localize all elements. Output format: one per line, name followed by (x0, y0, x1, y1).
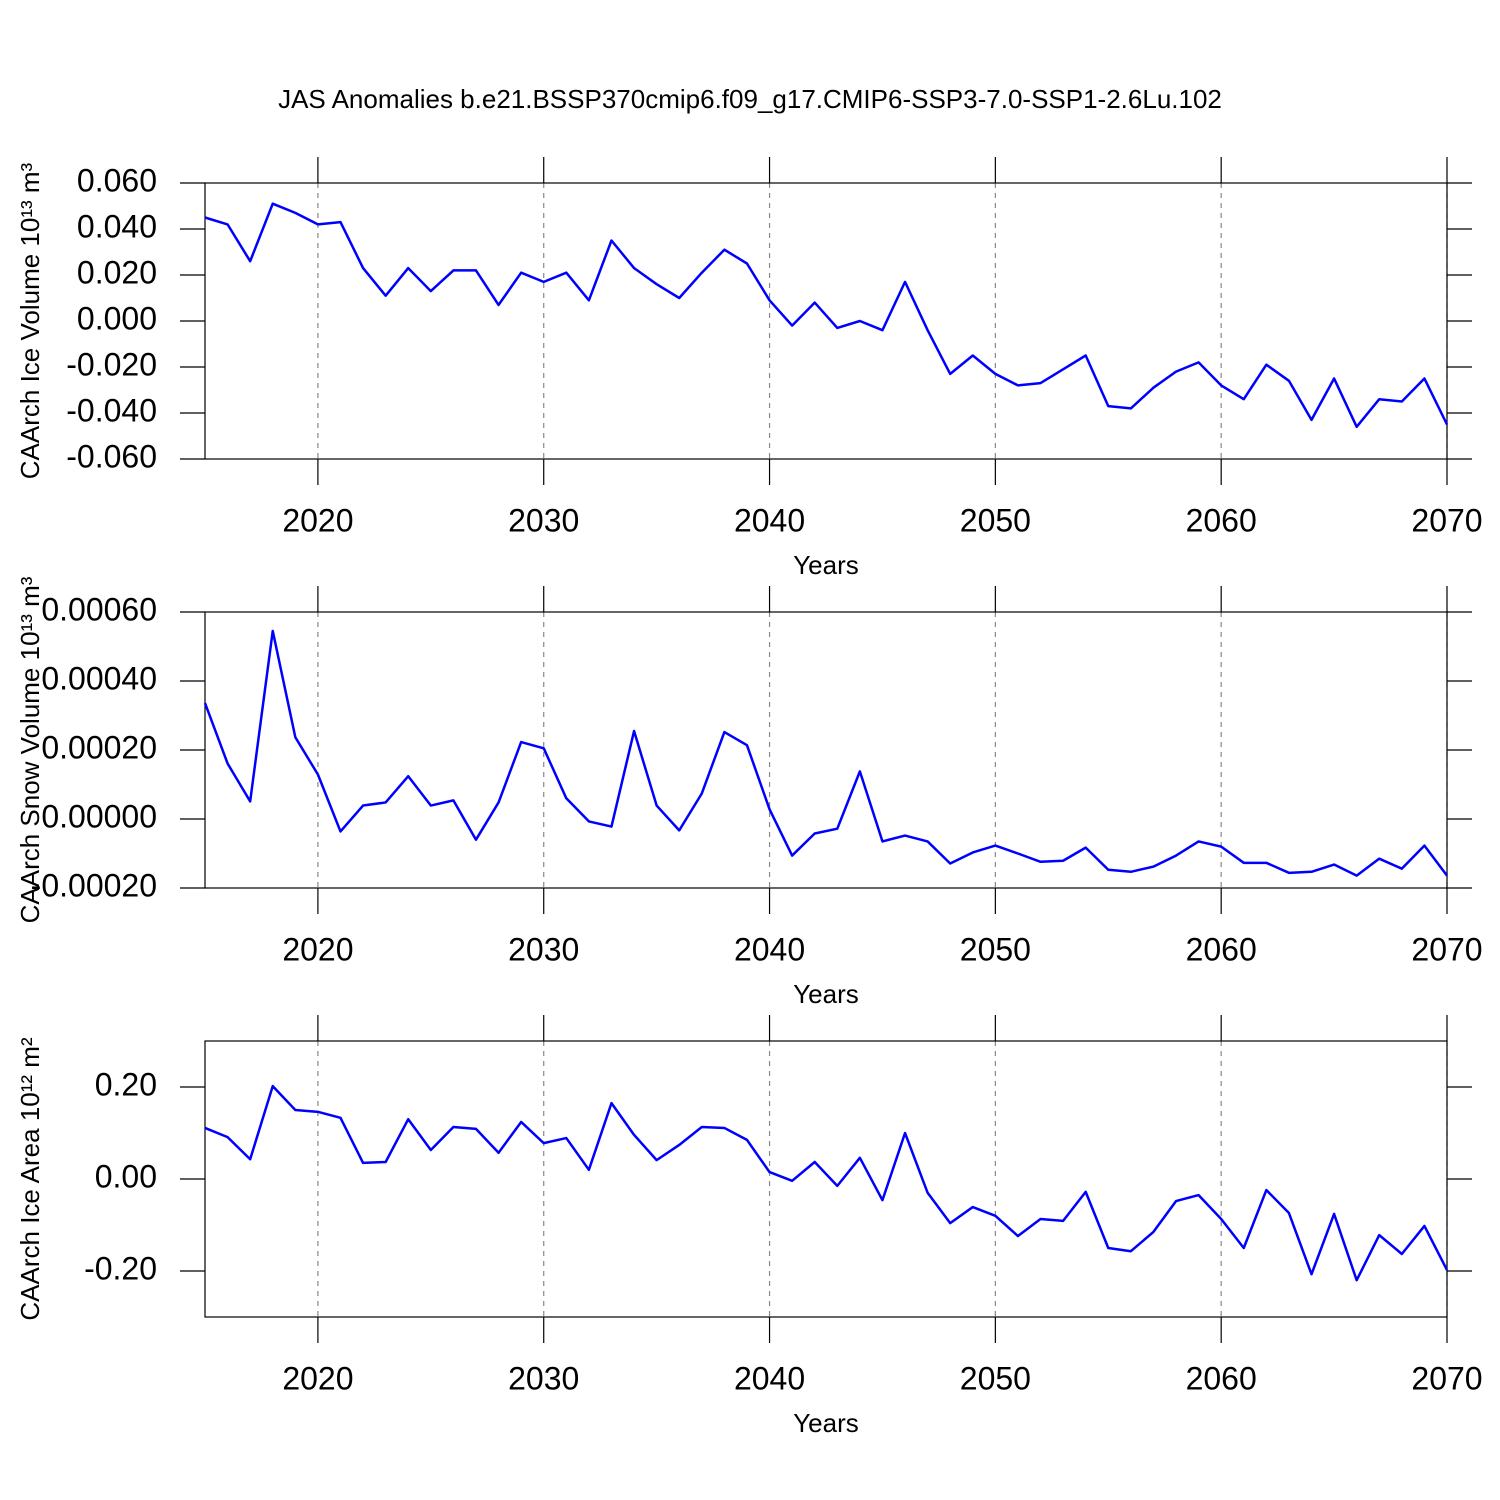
y-tick-label: -0.020 (66, 346, 157, 382)
x-axis-label: Years (793, 979, 859, 1009)
y-axis-label: CAArch Ice Area 10¹² m² (15, 1037, 45, 1321)
y-tick-label: 0.00040 (41, 660, 157, 696)
x-tick-label: 2030 (508, 1360, 579, 1396)
panel: 2020 2030 2040 2050 2060 2070 -0.00020 0.00000 0… (15, 576, 1483, 1009)
y-tick-label: -0.040 (66, 392, 157, 428)
data-line (204, 1084, 1449, 1282)
plot-frame (204, 182, 1448, 460)
plot-frame (204, 1040, 1448, 1318)
x-tick-label: 2020 (282, 931, 353, 967)
x-tick-label: 2070 (1411, 502, 1482, 538)
y-tick-label: 0.00000 (41, 798, 157, 834)
x-tick-label: 2040 (734, 1360, 805, 1396)
page-title: JAS Anomalies b.e21.BSSP370cmip6.f09_g17… (278, 84, 1222, 114)
y-tick-label: -0.20 (84, 1250, 157, 1286)
y-tick-label: 0.20 (95, 1066, 157, 1102)
x-tick-label: 2070 (1411, 1360, 1482, 1396)
x-tick-label: 2020 (282, 502, 353, 538)
x-tick-label: 2050 (960, 502, 1031, 538)
x-tick-label: 2050 (960, 1360, 1031, 1396)
y-tick-label: 0.000 (77, 300, 157, 336)
x-tick-label: 2030 (508, 931, 579, 967)
x-tick-label: 2060 (1186, 931, 1257, 967)
panel: 2020 2030 2040 2050 2060 2070 -0.060 -0.040 -0.0… (15, 157, 1483, 580)
y-tick-label: 0.00 (95, 1158, 157, 1194)
x-tick-label: 2050 (960, 931, 1031, 967)
x-tick-label: 2070 (1411, 931, 1482, 967)
y-tick-label: -0.00020 (31, 867, 157, 903)
x-tick-label: 2040 (734, 502, 805, 538)
y-tick-label: -0.060 (66, 438, 157, 474)
data-line (204, 202, 1449, 429)
y-tick-label: 0.040 (77, 208, 157, 244)
y-axis-label: CAArch Ice Volume 10¹³ m³ (15, 162, 45, 479)
y-tick-label: 0.020 (77, 254, 157, 290)
panel: 2020 2030 2040 2050 2060 2070 -0.20 0.00 0.20 Yea… (15, 1015, 1483, 1438)
x-tick-label: 2030 (508, 502, 579, 538)
data-line (203, 629, 1448, 877)
y-axis-label: CAArch Snow Volume 10¹³ m³ (15, 576, 45, 923)
x-tick-label: 2060 (1186, 502, 1257, 538)
x-tick-label: 2060 (1186, 1360, 1257, 1396)
x-axis-label: Years (793, 1408, 859, 1438)
plot-frame (204, 611, 1448, 889)
y-axis-label-clip: CAArch Snow Volume 10¹³ m³ (15, 576, 45, 923)
y-tick-label: 0.060 (77, 162, 157, 198)
x-axis-label: Years (793, 550, 859, 580)
x-tick-label: 2040 (734, 931, 805, 967)
y-tick-label: 0.00060 (41, 591, 157, 627)
x-tick-label: 2020 (282, 1360, 353, 1396)
y-tick-label: 0.00020 (41, 729, 157, 765)
